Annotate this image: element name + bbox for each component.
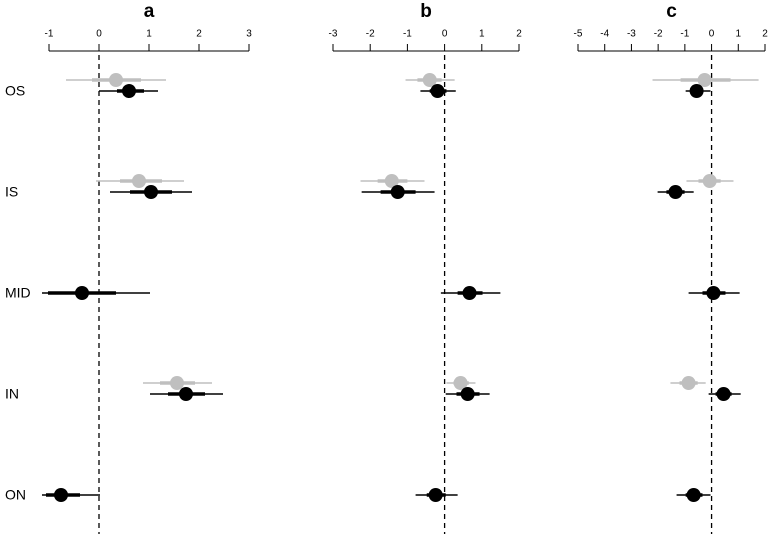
point [716, 387, 731, 401]
point [54, 488, 68, 502]
point [460, 387, 475, 401]
x-tick-label: -3 [627, 29, 636, 40]
x-tick-label: 3 [246, 29, 252, 40]
point [170, 376, 184, 390]
point [109, 73, 123, 87]
point [686, 488, 701, 502]
panel-title: b [420, 1, 432, 22]
point [706, 286, 721, 300]
x-tick-label: 2 [516, 29, 522, 40]
category-label: IN [5, 386, 19, 402]
x-tick-label: -1 [403, 29, 412, 40]
point [681, 376, 696, 390]
x-tick-label: 0 [96, 29, 102, 40]
x-tick-label: 0 [442, 29, 448, 40]
x-tick-label: 0 [709, 29, 715, 40]
x-tick-label: -3 [329, 29, 338, 40]
point [75, 286, 89, 300]
category-label: MID [5, 285, 31, 301]
x-tick-label: -1 [680, 29, 689, 40]
x-tick-label: 2 [196, 29, 202, 40]
point [702, 174, 717, 188]
point [144, 185, 158, 199]
point [422, 73, 437, 87]
point [390, 185, 405, 199]
x-tick-label: -5 [574, 29, 583, 40]
point [453, 376, 468, 390]
point [428, 488, 443, 502]
point [384, 174, 399, 188]
point [689, 84, 704, 98]
x-tick-label: 1 [736, 29, 742, 40]
point [122, 84, 136, 98]
point [179, 387, 193, 401]
x-tick-label: 1 [146, 29, 152, 40]
x-tick-label: -2 [654, 29, 663, 40]
category-label: OS [5, 83, 25, 99]
x-tick-label: 1 [479, 29, 485, 40]
category-label: IS [5, 184, 18, 200]
category-label: ON [5, 487, 26, 503]
point [668, 185, 683, 199]
panel-title: a [144, 1, 155, 22]
point [430, 84, 445, 98]
point [462, 286, 477, 300]
x-tick-label: -1 [45, 29, 54, 40]
point [697, 73, 712, 87]
x-tick-label: 2 [762, 29, 768, 40]
x-tick-label: -4 [600, 29, 609, 40]
panel-title: c [666, 1, 677, 22]
x-tick-label: -2 [366, 29, 375, 40]
point [132, 174, 146, 188]
